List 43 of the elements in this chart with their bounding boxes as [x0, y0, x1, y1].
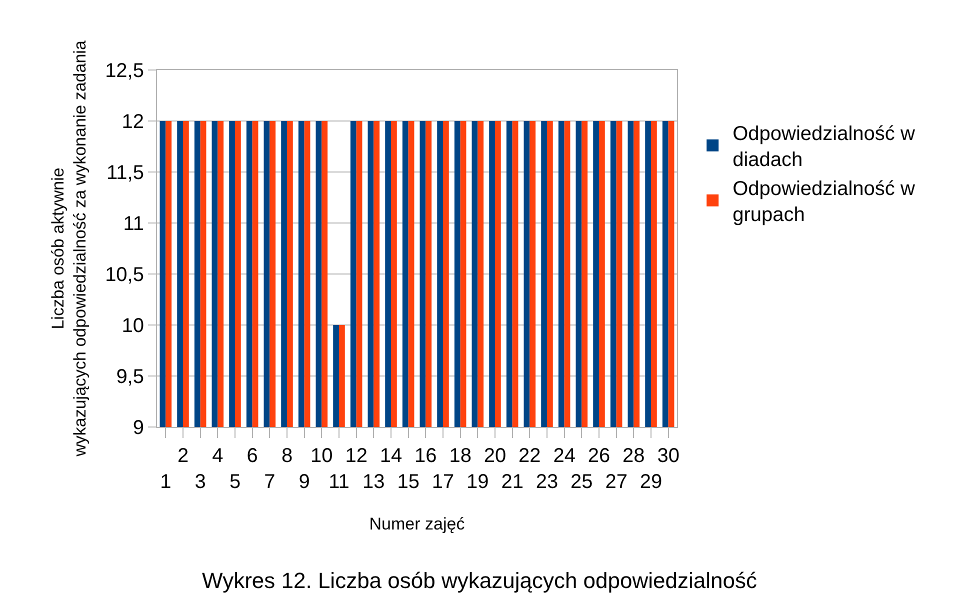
x-axis-title: Numer zajęć	[369, 514, 466, 534]
y-tick-label: 12	[122, 111, 144, 133]
x-tick-label: 2	[177, 445, 189, 467]
x-tick-label: 6	[246, 445, 258, 467]
x-tick-label: 25	[570, 471, 593, 493]
x-tick-label: 18	[449, 445, 472, 467]
x-tick-label: 5	[229, 471, 241, 493]
legend-label: Odpowiedzialność w diadach	[732, 123, 916, 172]
x-tick-label: 23	[536, 471, 558, 493]
x-tick-label: 10	[310, 445, 333, 467]
x-tick-label: 3	[194, 471, 206, 493]
x-tick-label: 13	[362, 471, 385, 493]
y-axis-title: Liczba osób aktywnie wykazujących odpowiedzialność za wykonanie zadania	[48, 40, 90, 458]
x-tick-label: 1	[160, 471, 172, 493]
x-tick-label: 30	[657, 445, 680, 467]
x-tick-label: 27	[605, 471, 628, 493]
y-tick-label: 10,5	[105, 264, 144, 286]
x-tick-label: 22	[518, 445, 541, 467]
x-tick-label: 24	[553, 445, 576, 467]
y-tick-label: 11,5	[106, 162, 144, 184]
x-tick-label: 28	[622, 445, 645, 467]
y-tick-label: 10	[122, 315, 144, 337]
y-tick-label: 12,5	[105, 60, 144, 82]
x-tick-label: 14	[380, 445, 402, 467]
x-tick-label: 21	[501, 471, 524, 493]
x-tick-label: 8	[281, 445, 293, 467]
legend-label: Odpowiedzialność w grupach	[732, 178, 916, 226]
x-tick-label: 29	[640, 471, 662, 493]
x-tick-label: 4	[212, 445, 224, 467]
x-tick-label: 19	[466, 471, 489, 493]
x-tick-label: 20	[484, 445, 506, 467]
x-tick-label: 16	[414, 445, 437, 467]
y-tick-label: 11	[123, 213, 144, 235]
x-tick-label: 9	[298, 471, 310, 493]
x-tick-label: 12	[345, 445, 368, 467]
text: Wykres 12. Liczba osób wykazujących odpowiedzialność	[202, 568, 757, 593]
x-tick-label: 7	[264, 471, 276, 493]
x-tick-label: 17	[432, 471, 454, 493]
y-tick-label: 9,5	[116, 366, 144, 388]
y-tick-label: 9	[132, 417, 144, 439]
x-tick-label: 11	[328, 471, 350, 493]
x-tick-label: 15	[397, 471, 420, 493]
x-tick-label: 26	[588, 445, 610, 467]
